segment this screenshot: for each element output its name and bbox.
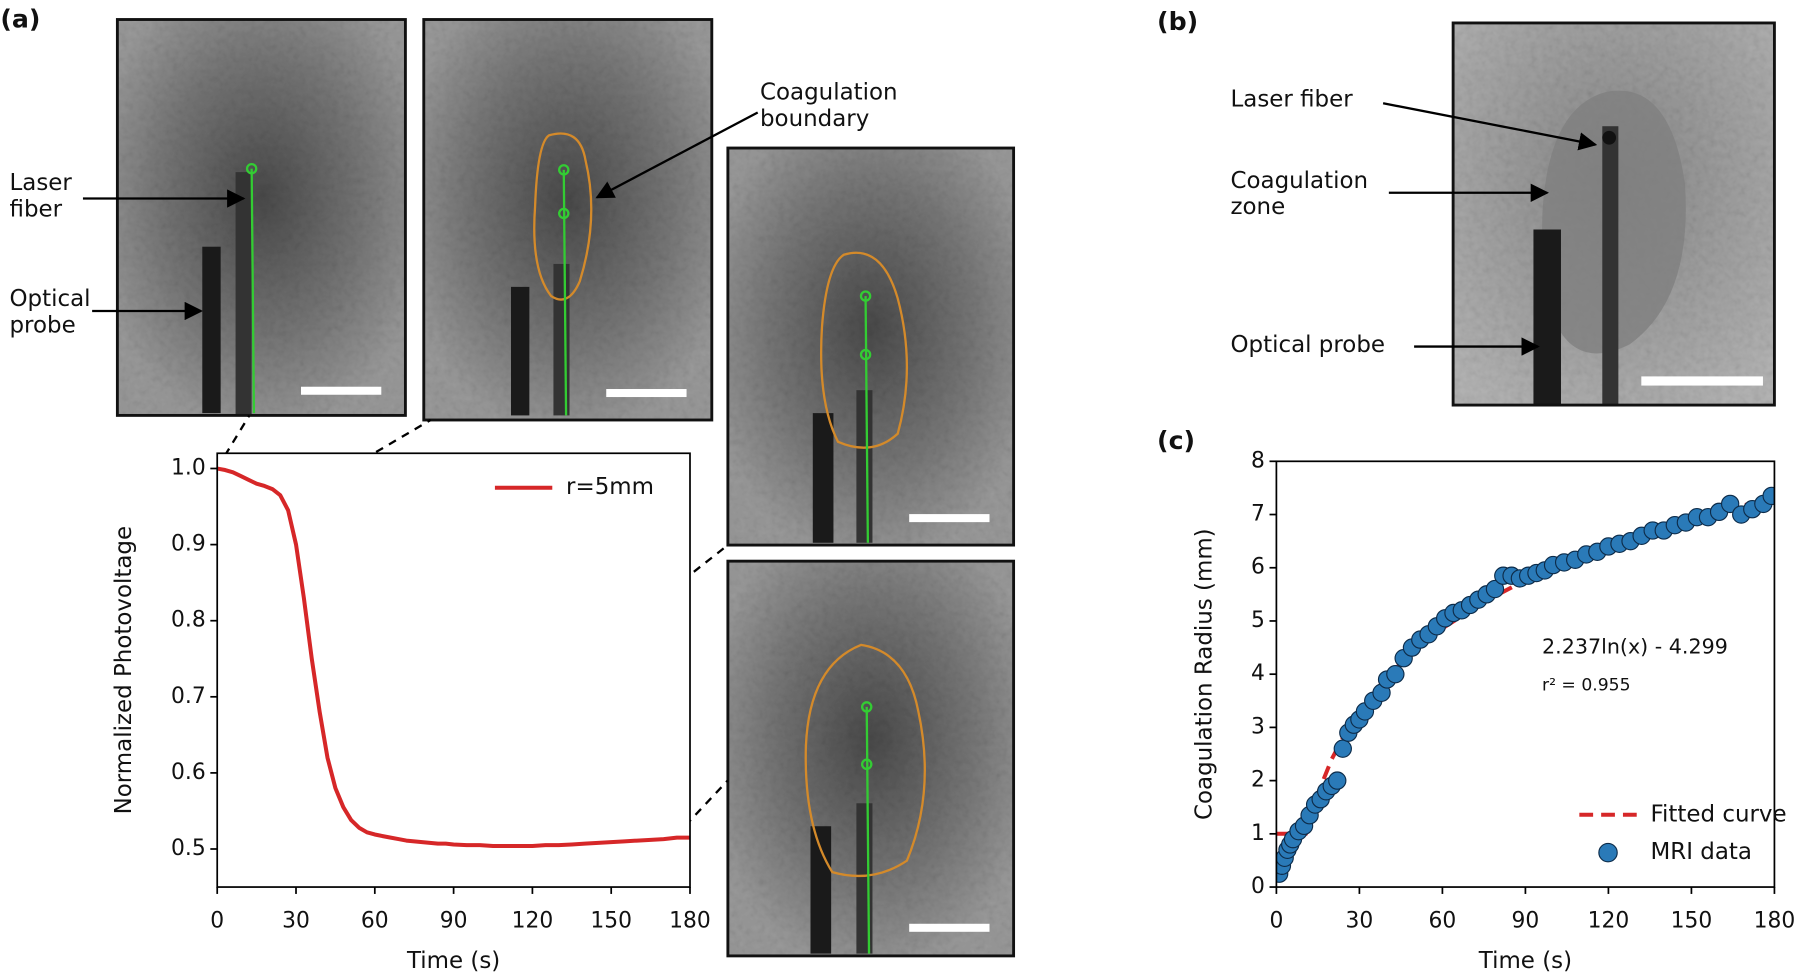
data-point: [1762, 486, 1775, 506]
x-tick-label: 180: [1754, 908, 1796, 933]
annotation: Laser fiber: [1230, 86, 1353, 112]
x-tick-label: 180: [669, 908, 711, 933]
annotation: Laser: [10, 170, 73, 196]
annotation: boundary: [760, 106, 869, 132]
y-tick-label: 1: [1251, 821, 1265, 846]
annotation: Optical probe: [1230, 332, 1385, 358]
panel-label: (b): [1157, 7, 1198, 36]
annotation: r² = 0.955: [1542, 675, 1631, 695]
y-axis-label: Normalized Photovoltage: [111, 526, 137, 815]
x-tick-label: 150: [1671, 908, 1713, 933]
y-tick-label: 5: [1251, 608, 1265, 633]
annotation: Coagulation: [1230, 168, 1368, 194]
x-tick-label: 90: [1512, 908, 1540, 933]
y-tick-label: 0.6: [171, 760, 206, 785]
plot-frame: [216, 452, 691, 888]
x-tick-label: 150: [590, 908, 632, 933]
data-point: [1333, 739, 1352, 758]
x-axis-label: Time (s): [406, 948, 500, 974]
annotation: 2.237ln(x) - 4.299: [1542, 635, 1728, 659]
data-point: [1720, 494, 1740, 514]
legend-label: r=5mm: [566, 474, 654, 500]
plot-area: [217, 466, 691, 848]
x-tick-label: 120: [512, 908, 554, 933]
y-tick-label: 6: [1251, 555, 1265, 580]
x-tick-label: 30: [1346, 908, 1374, 933]
data-point: [1328, 771, 1347, 790]
data-point: [1485, 579, 1505, 599]
data-point: [1386, 664, 1405, 684]
x-tick-label: 90: [440, 908, 468, 933]
x-tick-label: 60: [1429, 908, 1457, 933]
x-tick-label: 120: [1588, 908, 1630, 933]
y-tick-label: 8: [1251, 448, 1265, 473]
y-tick-label: 3: [1251, 714, 1265, 739]
plot-background: [1276, 461, 1775, 888]
panel-label: (c): [1157, 426, 1195, 455]
x-tick-label: 60: [361, 908, 389, 933]
y-tick-label: 7: [1251, 502, 1265, 527]
mri-image: [1451, 21, 1776, 407]
mri-image: [115, 18, 407, 417]
y-tick-label: 1.0: [171, 455, 206, 480]
y-axis-label: Coagulation Radius (mm): [1192, 528, 1218, 820]
panel-label: (a): [0, 5, 40, 34]
y-tick-label: 0: [1251, 874, 1265, 899]
x-axis-label: Time (s): [1478, 948, 1572, 974]
y-tick-label: 0.9: [171, 532, 206, 557]
mri-image: [726, 146, 1016, 547]
y-tick-label: 0.5: [171, 836, 206, 861]
x-tick-label: 30: [282, 908, 310, 933]
y-tick-label: 0.7: [171, 684, 206, 709]
plot-area: [1276, 486, 1775, 883]
annotation: fiber: [10, 196, 63, 222]
annotation: zone: [1230, 194, 1285, 220]
x-tick-label: 0: [210, 908, 224, 933]
legend-swatch: [1598, 842, 1618, 863]
mri-image: [726, 559, 1016, 958]
y-tick-label: 4: [1251, 661, 1265, 686]
legend-label: Fitted curve: [1650, 801, 1786, 827]
plot-frame: [1275, 460, 1776, 888]
y-tick-label: 2: [1251, 768, 1265, 793]
annotation: Optical: [10, 286, 91, 312]
annotation: probe: [10, 312, 76, 338]
arrows: [82, 102, 1598, 356]
mri-image: [422, 18, 714, 422]
x-tick-label: 0: [1269, 908, 1283, 933]
legend-label: MRI data: [1650, 839, 1751, 865]
y-tick-label: 0.8: [171, 608, 206, 633]
annotation: Coagulation: [760, 79, 898, 105]
plot-background: [217, 453, 690, 888]
data-line: [217, 466, 691, 848]
